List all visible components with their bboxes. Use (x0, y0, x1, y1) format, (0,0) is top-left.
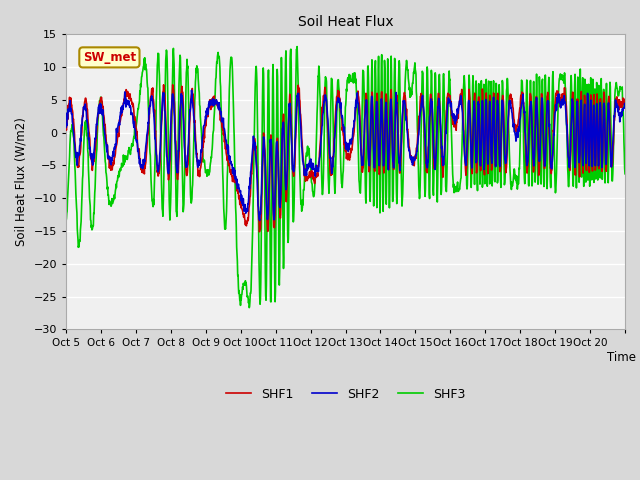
Legend: SHF1, SHF2, SHF3: SHF1, SHF2, SHF3 (221, 383, 470, 406)
SHF3 (586, 183, 593, 189)
SHF2 (349, 131, 356, 136)
SHF3 (448, 149, 456, 155)
SHF1 (162, 124, 170, 130)
SHF2 (62, 124, 70, 130)
SHF2 (73, 155, 81, 161)
SHF1 (586, 152, 593, 158)
SHF2 (586, 145, 593, 151)
SHF1 (621, 103, 629, 108)
SHF3 (162, 53, 170, 59)
SHF3 (349, 71, 356, 77)
SHF3 (293, 44, 301, 49)
Line: SHF1: SHF1 (66, 85, 625, 232)
Y-axis label: Soil Heat Flux (W/m2): Soil Heat Flux (W/m2) (15, 118, 28, 246)
SHF2 (316, 155, 323, 161)
Title: Soil Heat Flux: Soil Heat Flux (298, 15, 394, 29)
SHF2 (448, 108, 456, 114)
SHF1 (255, 229, 263, 235)
SHF2 (621, 104, 629, 110)
SHF1 (448, 111, 456, 117)
SHF3 (62, 218, 70, 224)
SHF3 (621, 171, 629, 177)
SHF1 (73, 158, 81, 164)
SHF1 (62, 126, 70, 132)
X-axis label: Time: Time (607, 351, 636, 364)
Line: SHF3: SHF3 (66, 47, 625, 308)
Text: SW_met: SW_met (83, 51, 136, 64)
SHF1 (316, 150, 323, 156)
SHF3 (316, 75, 323, 81)
SHF3 (73, 205, 81, 211)
SHF3 (245, 305, 253, 311)
SHF1 (349, 139, 356, 144)
SHF2 (162, 134, 170, 140)
SHF1 (169, 82, 177, 88)
SHF2 (188, 87, 195, 93)
Line: SHF2: SHF2 (66, 90, 625, 220)
SHF2 (256, 217, 264, 223)
